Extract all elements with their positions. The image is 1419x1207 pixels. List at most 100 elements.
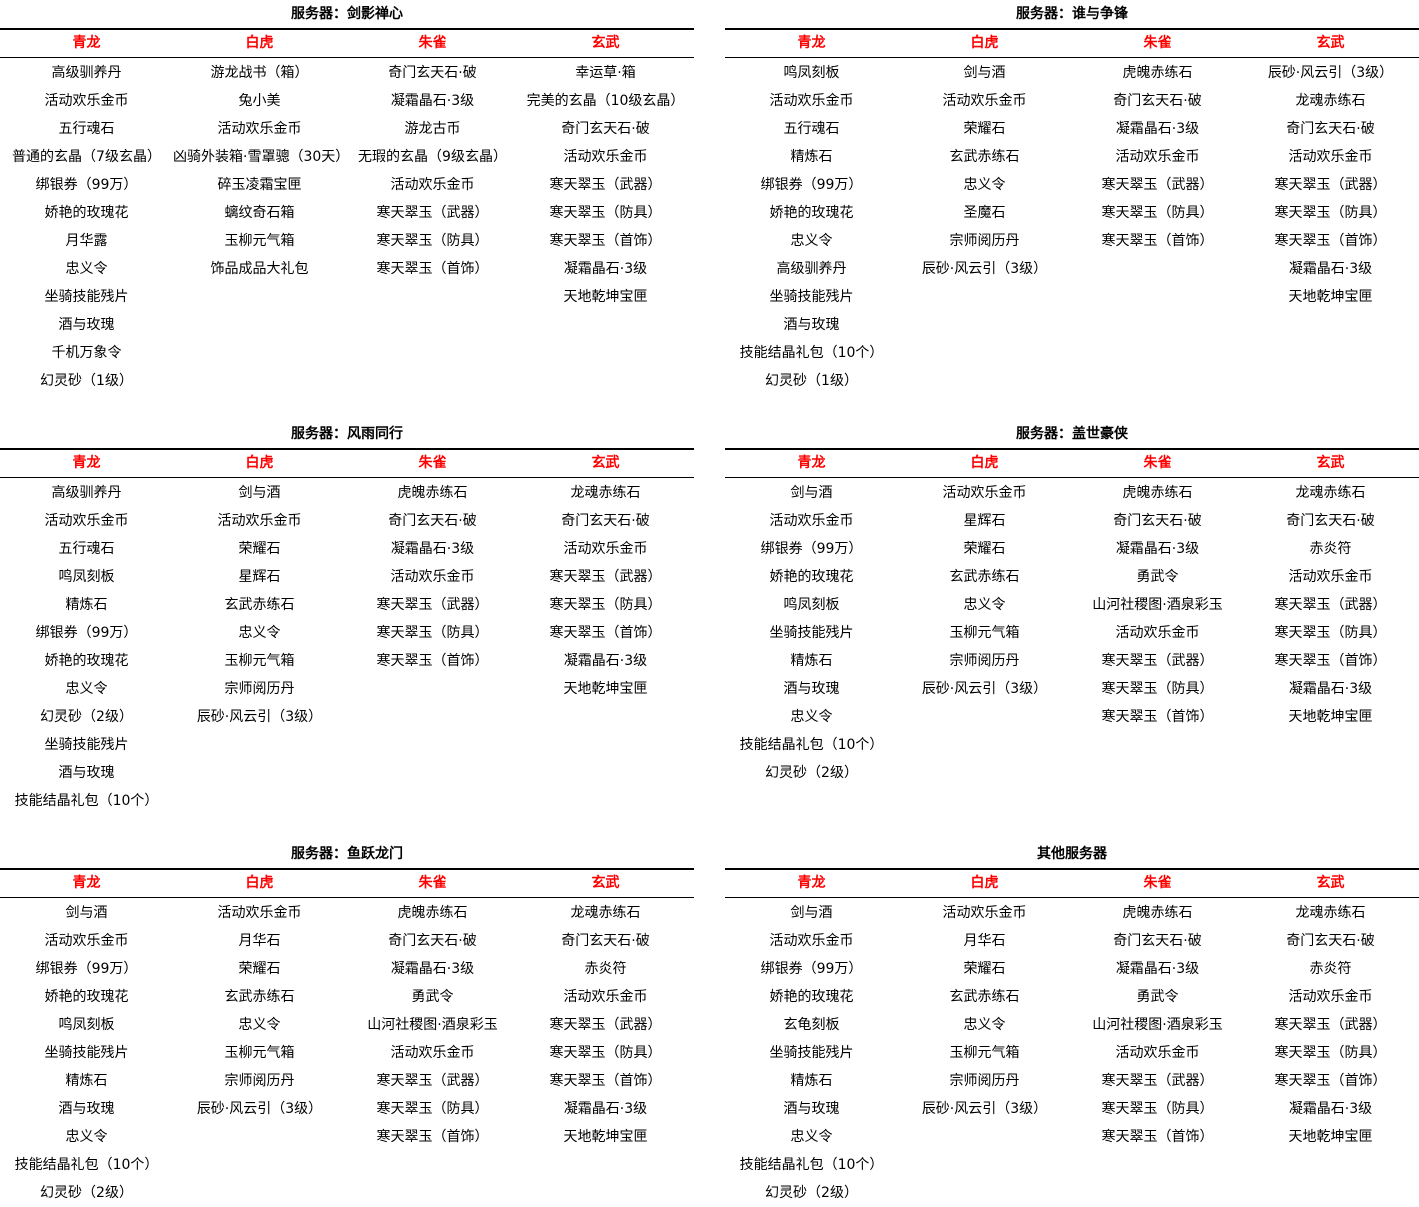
reward-item: 玄武赤练石	[224, 597, 295, 613]
reward-item: 勇武令	[1136, 989, 1179, 1005]
reward-item: 忠义令	[65, 681, 108, 697]
reward-item: 活动欢乐金币	[217, 121, 302, 137]
reward-item: 技能结晶礼包（10个）	[739, 345, 884, 361]
reward-item: 高级驯养丹	[776, 261, 847, 277]
reward-item: 寒天翠玉（武器）	[1101, 1073, 1214, 1089]
reward-item: 幻灵砂（2级）	[765, 765, 858, 781]
column-header: 青龙	[797, 455, 826, 471]
reward-item: 活动欢乐金币	[1288, 149, 1373, 165]
column-header: 玄武	[591, 875, 620, 891]
reward-item: 坐骑技能残片	[769, 289, 854, 305]
reward-column: 游龙战书（箱） 兔小美 活动欢乐金币 凶骑外装箱·雪罩骢（30天） 碎玉凌霜宝匣 螭纹奇石…	[173, 59, 349, 395]
reward-item: 幸运草·箱	[575, 65, 636, 81]
reward-item: 忠义令	[790, 1129, 833, 1145]
reward-item: 寒天翠玉（首饰）	[549, 625, 662, 641]
reward-item: 奇门玄天石·破	[388, 513, 477, 529]
reward-column: 活动欢乐金币 月华石 荣耀石 玄武赤练石 忠义令 玉柳元气箱 宗师阅历丹 辰砂·风云引（3级）	[898, 899, 1071, 1207]
reward-item: 玉柳元气箱	[949, 1045, 1020, 1061]
reward-item: 虎魄赤练石	[397, 485, 468, 501]
reward-item: 绑银券（99万）	[35, 177, 138, 193]
reward-item: 寒天翠玉（防具）	[549, 205, 662, 221]
reward-item: 荣耀石	[963, 121, 1006, 137]
reward-item: 勇武令	[1136, 569, 1179, 585]
reward-item: 山河社稷图·酒泉彩玉	[367, 1017, 498, 1033]
reward-item: 剑与酒	[238, 485, 281, 501]
reward-item: 技能结晶礼包（10个）	[739, 1157, 884, 1173]
reward-item: 奇门玄天石·破	[561, 933, 650, 949]
reward-item: 精炼石	[65, 597, 108, 613]
reward-item: 酒与玫瑰	[783, 681, 840, 697]
reward-item: 寒天翠玉（武器）	[376, 205, 489, 221]
reward-item: 鸣凤刻板	[58, 569, 115, 585]
reward-item: 精炼石	[790, 1073, 833, 1089]
reward-columns: 剑与酒 活动欢乐金币 绑银券（99万） 娇艳的玫瑰花 鸣凤刻板 坐骑技能残片 精炼石 酒与玫瑰…	[0, 898, 694, 1207]
reward-column: 虎魄赤练石 奇门玄天石·破 凝霜晶石·3级 活动欢乐金币 寒天翠玉（武器） 寒天翠玉（防具…	[1071, 59, 1244, 395]
reward-item: 天地乾坤宝匣	[563, 1129, 648, 1145]
reward-item: 寒天翠玉（首饰）	[1101, 233, 1214, 249]
reward-item: 凝霜晶石·3级	[390, 541, 475, 557]
reward-item: 忠义令	[238, 1017, 281, 1033]
reward-item: 辰砂·风云引（3级）	[921, 681, 1048, 697]
reward-item: 奇门玄天石·破	[1286, 933, 1375, 949]
column-header: 朱雀	[418, 455, 447, 471]
reward-item: 寒天翠玉（武器）	[549, 177, 662, 193]
reward-item: 绑银券（99万）	[35, 625, 138, 641]
reward-item: 勇武令	[411, 989, 454, 1005]
reward-item: 凝霜晶石·3级	[1288, 261, 1373, 277]
reward-item: 辰砂·风云引（3级）	[921, 1101, 1048, 1117]
reward-item: 忠义令	[963, 177, 1006, 193]
reward-item: 奇门玄天石·破	[561, 513, 650, 529]
column-header-row: 青龙 白虎 朱雀 玄武	[0, 870, 694, 898]
reward-item: 寒天翠玉（防具）	[1274, 625, 1387, 641]
reward-item: 鸣凤刻板	[783, 65, 840, 81]
reward-item: 寒天翠玉（首饰）	[1101, 1129, 1214, 1145]
reward-item: 鸣凤刻板	[783, 597, 840, 613]
reward-item: 凝霜晶石·3级	[563, 1101, 648, 1117]
reward-item: 活动欢乐金币	[1288, 989, 1373, 1005]
reward-item: 寒天翠玉（防具）	[1274, 205, 1387, 221]
reward-item: 辰砂·风云引（3级）	[196, 709, 323, 725]
reward-item: 寒天翠玉（武器）	[1101, 177, 1214, 193]
reward-item: 寒天翠玉（武器）	[549, 1017, 662, 1033]
reward-item: 技能结晶礼包（10个）	[739, 737, 884, 753]
reward-item: 龙魂赤练石	[1295, 485, 1366, 501]
reward-item: 酒与玫瑰	[783, 1101, 840, 1117]
reward-item: 剑与酒	[963, 65, 1006, 81]
reward-item: 活动欢乐金币	[1115, 1045, 1200, 1061]
column-header: 青龙	[797, 35, 826, 51]
server-title: 服务器：风雨同行	[0, 420, 694, 450]
column-header: 朱雀	[1143, 35, 1172, 51]
reward-item: 荣耀石	[238, 541, 281, 557]
reward-item: 奇门玄天石·破	[1286, 513, 1375, 529]
column-header-row: 青龙 白虎 朱雀 玄武	[0, 450, 694, 478]
reward-item: 活动欢乐金币	[390, 177, 475, 193]
reward-item: 辰砂·风云引（3级）	[196, 1101, 323, 1117]
reward-item: 坐骑技能残片	[44, 289, 129, 305]
column-header-row: 青龙 白虎 朱雀 玄武	[0, 30, 694, 58]
column-header: 玄武	[1316, 875, 1345, 891]
reward-item: 活动欢乐金币	[1115, 149, 1200, 165]
server-title: 其他服务器	[725, 840, 1419, 870]
reward-item: 龙魂赤练石	[1295, 905, 1366, 921]
reward-column: 龙魂赤练石 奇门玄天石·破 赤炎符 活动欢乐金币 寒天翠玉（武器） 寒天翠玉（防具） 寒天翠…	[519, 899, 692, 1207]
reward-item: 凝霜晶石·3级	[390, 93, 475, 109]
reward-item: 玉柳元气箱	[224, 233, 295, 249]
reward-item: 寒天翠玉（防具）	[1101, 1101, 1214, 1117]
reward-item: 宗师阅历丹	[949, 653, 1020, 669]
reward-item: 活动欢乐金币	[563, 541, 648, 557]
reward-item: 绑银券（99万）	[35, 961, 138, 977]
reward-item: 五行魂石	[58, 541, 115, 557]
reward-item: 幻灵砂（2级）	[40, 1185, 133, 1201]
column-header-row: 青龙 白虎 朱雀 玄武	[725, 30, 1419, 58]
reward-item: 寒天翠玉（防具）	[1101, 205, 1214, 221]
reward-item: 酒与玫瑰	[58, 1101, 115, 1117]
reward-item: 奇门玄天石·破	[1286, 121, 1375, 137]
column-header: 朱雀	[418, 35, 447, 51]
reward-column: 剑与酒 活动欢乐金币 绑银券（99万） 娇艳的玫瑰花 玄龟刻板 坐骑技能残片 精炼石 酒与玫瑰…	[725, 899, 898, 1207]
reward-item: 宗师阅历丹	[949, 1073, 1020, 1089]
reward-columns: 高级驯养丹 活动欢乐金币 五行魂石 鸣凤刻板 精炼石 绑银券（99万） 娇艳的玫瑰花 忠义令幻…	[0, 478, 694, 815]
reward-item: 星辉石	[963, 513, 1006, 529]
reward-column: 虎魄赤练石 奇门玄天石·破 凝霜晶石·3级 勇武令 山河社稷图·酒泉彩玉 活动欢乐金币 寒天…	[1071, 899, 1244, 1207]
reward-item: 奇门玄天石·破	[388, 933, 477, 949]
column-header: 玄武	[1316, 35, 1345, 51]
